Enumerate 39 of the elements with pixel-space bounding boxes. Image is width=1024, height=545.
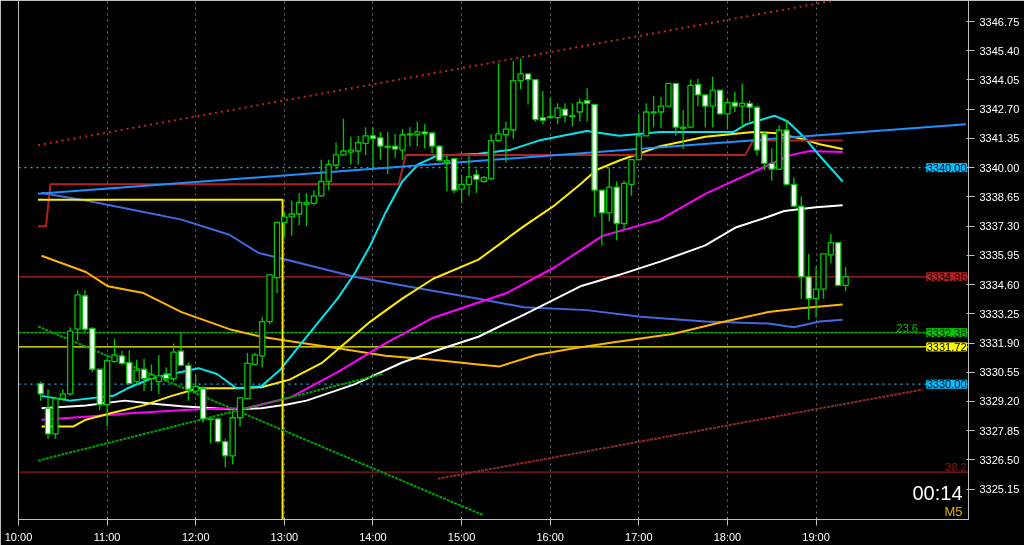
line-series <box>40 254 844 368</box>
annotation: M5 <box>944 503 963 519</box>
y-tick-label: 3346.75 <box>979 15 1020 28</box>
y-tick-label: 3325.15 <box>979 483 1020 496</box>
x-tick-label: 15:00 <box>447 530 476 543</box>
x-tick-label: 13:00 <box>270 530 299 543</box>
y-tick-label: 3330.55 <box>979 366 1020 379</box>
ref-line-label: 3334.96 <box>926 270 967 283</box>
candlestick <box>37 380 44 402</box>
x-tick-label: 10:00 <box>4 530 33 543</box>
y-tick-label: 3335.95 <box>979 249 1020 262</box>
ref-line-label: 3331.72 <box>926 340 967 353</box>
annotation: 38.2 <box>945 461 967 474</box>
y-tick-label: 3331.90 <box>979 337 1020 350</box>
x-tick-label: 19:00 <box>802 530 830 543</box>
x-tick-label: 16:00 <box>536 530 564 543</box>
y-tick-label: 3334.60 <box>979 278 1020 291</box>
y-tick-label: 3338.65 <box>979 190 1020 203</box>
y-tick-label: 3329.20 <box>979 395 1020 408</box>
y-tick-label: 3340.00 <box>979 161 1020 174</box>
y-tick-label: 3327.85 <box>979 424 1020 437</box>
line-series <box>37 139 844 228</box>
y-tick-label: 3344.05 <box>979 73 1020 86</box>
annotation: 23.6 <box>896 321 918 334</box>
annotation: 00:14 <box>912 481 963 504</box>
ref-line-label: 3340.00 <box>926 161 967 174</box>
x-tick-label: 14:00 <box>359 530 387 543</box>
y-tick-label: 3337.30 <box>979 220 1020 233</box>
x-tick-label: 11:00 <box>93 530 121 543</box>
y-tick-label: 3342.70 <box>979 103 1020 116</box>
y-tick-label: 3326.50 <box>979 453 1020 466</box>
ref-line-label: 3330.00 <box>926 378 967 391</box>
x-tick-label: 18:00 <box>713 530 742 543</box>
x-tick-label: 12:00 <box>181 530 210 543</box>
y-tick-label: 3333.25 <box>979 307 1020 320</box>
x-tick-label: 17:00 <box>625 530 653 543</box>
y-tick-label: 3341.35 <box>979 132 1020 145</box>
y-tick-label: 3345.40 <box>979 44 1020 57</box>
ref-line-label: 3332.38 <box>926 326 967 339</box>
